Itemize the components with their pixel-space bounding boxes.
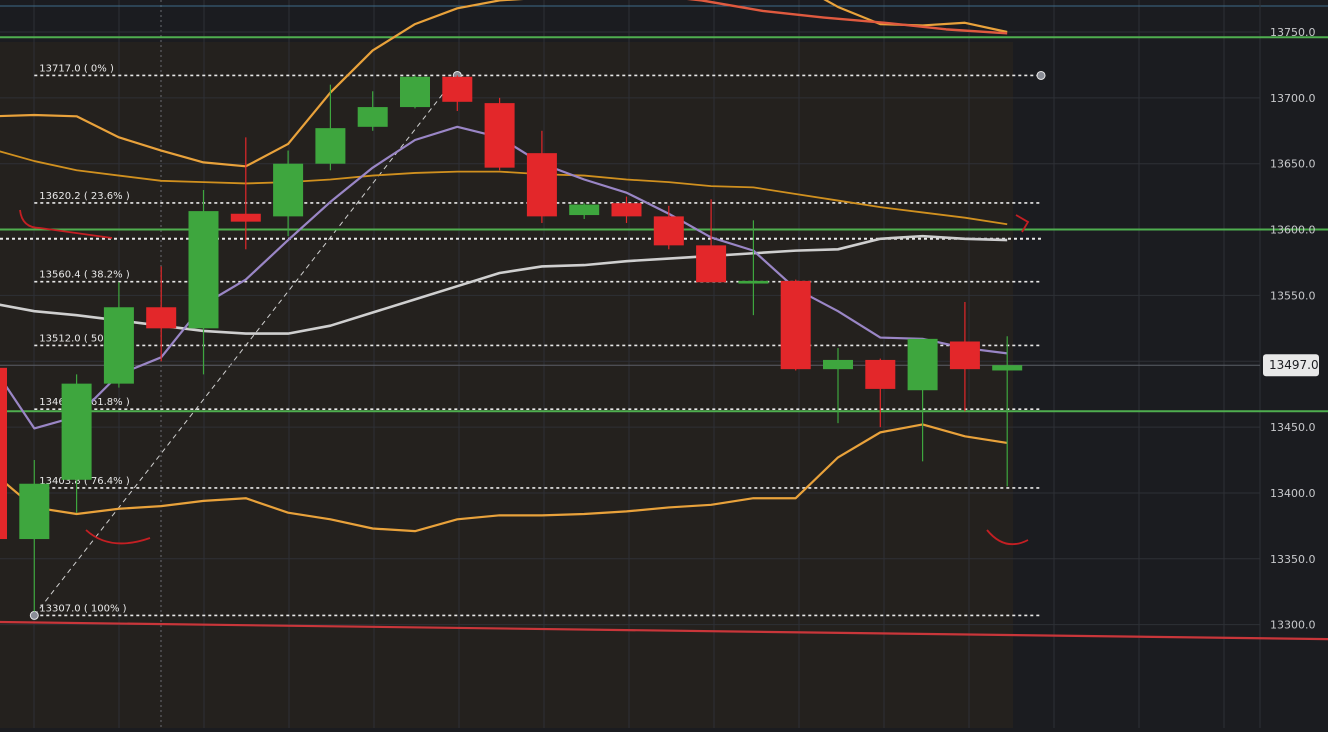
candle-body[interactable] bbox=[103, 307, 134, 384]
candle[interactable] bbox=[146, 266, 177, 362]
candle-body[interactable] bbox=[823, 359, 853, 370]
fib-level-label: 13403.8 ( 76.4% ) bbox=[39, 476, 130, 487]
candle-body[interactable] bbox=[188, 211, 219, 329]
indicator-line bbox=[0, 0, 1008, 168]
price-tick-label: 13650.0 bbox=[1270, 158, 1316, 171]
candle[interactable] bbox=[0, 367, 7, 540]
candle-body[interactable] bbox=[230, 213, 261, 222]
red-annotation-stroke bbox=[85, 529, 151, 545]
candle-body[interactable] bbox=[865, 359, 896, 389]
price-tick-label: 13700.0 bbox=[1270, 92, 1316, 105]
candle[interactable] bbox=[484, 97, 515, 171]
candle-body[interactable] bbox=[696, 245, 727, 283]
candle-body[interactable] bbox=[19, 483, 50, 540]
price-tick-label: 13300.0 bbox=[1270, 619, 1316, 632]
candle-body[interactable] bbox=[0, 367, 7, 540]
candle[interactable] bbox=[823, 348, 853, 424]
candle-body[interactable] bbox=[526, 153, 557, 217]
candle-body[interactable] bbox=[653, 216, 684, 246]
candle[interactable] bbox=[865, 358, 896, 428]
red-annotation-stroke bbox=[986, 529, 1029, 546]
fib-level-label: 13512.0 ( 50% ) bbox=[39, 333, 120, 344]
fib-level-label: 13717.0 ( 0% ) bbox=[39, 63, 114, 74]
candle[interactable] bbox=[273, 150, 304, 237]
candle[interactable] bbox=[400, 75, 430, 109]
candle[interactable] bbox=[992, 336, 1023, 487]
candle[interactable] bbox=[230, 137, 261, 250]
candle[interactable] bbox=[696, 199, 727, 283]
candle-body[interactable] bbox=[907, 338, 938, 391]
candle-body[interactable] bbox=[273, 163, 304, 217]
price-tick-label: 13350.0 bbox=[1270, 553, 1316, 566]
candle-body[interactable] bbox=[315, 128, 346, 164]
indicator-line bbox=[0, 423, 1008, 533]
candle[interactable] bbox=[61, 374, 92, 513]
red-annotation-stroke bbox=[1015, 214, 1030, 233]
fib-level-label: 13307.0 ( 100% ) bbox=[39, 603, 126, 614]
candle-body[interactable] bbox=[484, 103, 515, 168]
price-axis[interactable]: 13300.0 13350.0 13400.0 13450.0 13550.0 13600… bbox=[1263, 26, 1319, 632]
candle[interactable] bbox=[442, 75, 473, 112]
candles[interactable] bbox=[0, 75, 1023, 612]
candle[interactable] bbox=[357, 91, 388, 131]
candle[interactable] bbox=[569, 203, 600, 220]
candle[interactable] bbox=[780, 279, 811, 371]
candle-body[interactable] bbox=[949, 341, 980, 370]
candle[interactable] bbox=[188, 190, 219, 375]
candle[interactable] bbox=[907, 338, 938, 462]
horizontal-levels[interactable] bbox=[0, 36, 1328, 641]
candle-body[interactable] bbox=[400, 76, 430, 108]
candle[interactable] bbox=[611, 196, 642, 223]
candle-body[interactable] bbox=[357, 107, 388, 127]
candle[interactable] bbox=[19, 460, 50, 612]
candle-body[interactable] bbox=[992, 365, 1023, 371]
candle[interactable] bbox=[315, 84, 346, 171]
candle-body[interactable] bbox=[146, 307, 177, 329]
candle-body[interactable] bbox=[611, 203, 642, 217]
candle-body[interactable] bbox=[569, 204, 600, 216]
indicator-line bbox=[0, 150, 1008, 226]
last-price-badge[interactable] bbox=[1263, 354, 1319, 377]
price-tick-label: 13450.0 bbox=[1270, 421, 1316, 434]
price-tick-label: 13600.0 bbox=[1270, 224, 1316, 237]
fib-level-label: 13560.4 ( 38.2% ) bbox=[39, 270, 130, 281]
price-tick-label: 13550.0 bbox=[1270, 289, 1316, 302]
fib-anchor-right[interactable] bbox=[1036, 70, 1046, 80]
fib-level-label: 13620.2 ( 23.6% ) bbox=[39, 191, 130, 202]
candle[interactable] bbox=[738, 220, 769, 316]
candle[interactable] bbox=[949, 301, 980, 412]
candle-body[interactable] bbox=[61, 383, 92, 480]
price-tick-label: 13400.0 bbox=[1270, 487, 1316, 500]
candle-body[interactable] bbox=[780, 280, 811, 370]
candle-body[interactable] bbox=[738, 280, 769, 284]
red-trend-line[interactable] bbox=[0, 620, 1328, 641]
fib-trend-line[interactable] bbox=[33, 75, 458, 616]
candle[interactable] bbox=[103, 282, 134, 388]
candle[interactable] bbox=[653, 205, 684, 250]
candle[interactable] bbox=[526, 130, 557, 223]
annotations bbox=[19, 209, 1030, 546]
candle-body[interactable] bbox=[442, 76, 473, 102]
price-tick-label: 13750.0 bbox=[1270, 26, 1316, 39]
fib-anchor-start[interactable] bbox=[29, 610, 39, 620]
red-annotation-stroke bbox=[19, 209, 113, 239]
last-price-label: 13497.0 bbox=[1269, 358, 1319, 372]
indicator-line bbox=[686, 0, 1008, 35]
